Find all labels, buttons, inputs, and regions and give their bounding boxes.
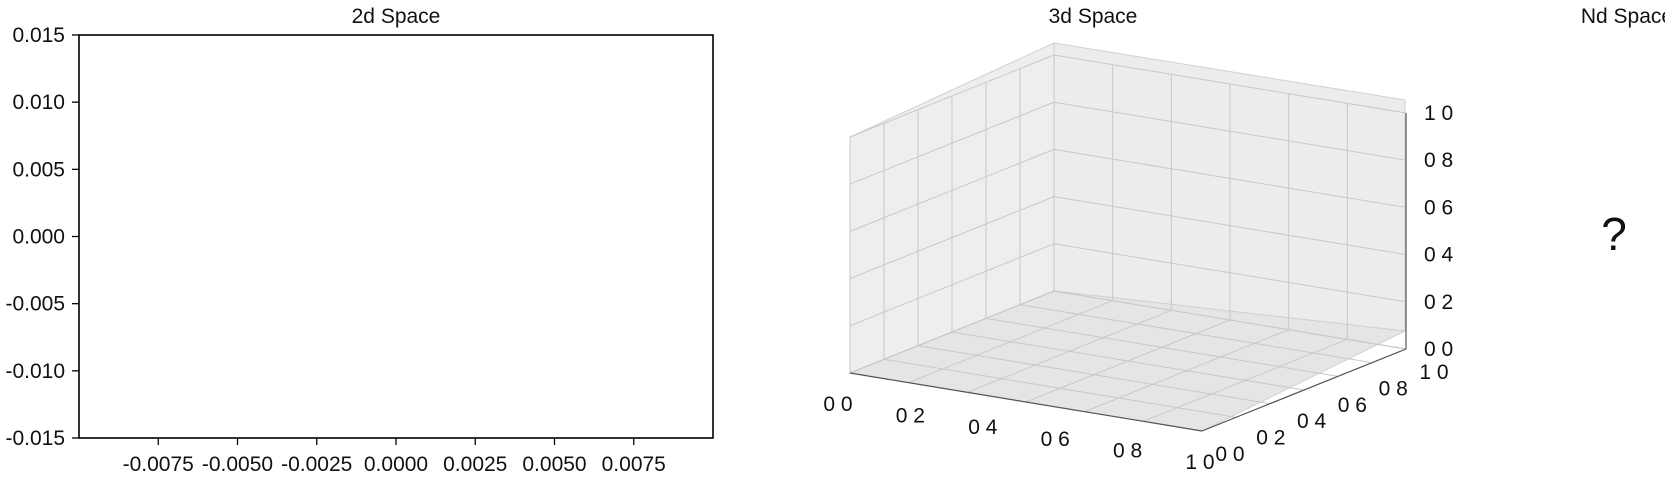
y-tick-label-3d: 0 4 — [1297, 410, 1327, 433]
x-tick-label: -0.0025 — [281, 453, 352, 476]
plot-frame-2d — [78, 34, 714, 439]
z-axis-3d: 0 0 0 2 0 4 0 6 0 8 1 0 — [1424, 102, 1454, 361]
z-tick-label-3d: 1 0 — [1424, 102, 1453, 125]
left-wall-grid-line — [849, 101, 1055, 185]
x-axis-line-3d — [849, 372, 1203, 432]
left-wall-grid-line — [849, 196, 1055, 280]
y-tick-label-3d: 0 0 — [1215, 443, 1244, 466]
back-wall-grid-line — [1053, 54, 1407, 114]
x-tick-label-3d: 0 0 — [823, 393, 852, 416]
panel-2d-space: 2d Space -0.0075 -0.0050 -0.0025 0.0000 0.00… — [5, 5, 714, 476]
y-tick-label: -0.010 — [5, 360, 65, 383]
title-nd-space: Nd Space — [1581, 5, 1665, 28]
floor-grid-line — [1019, 304, 1373, 364]
x-tick-label: 0.0075 — [602, 453, 666, 476]
y-axis-line-3d — [1201, 348, 1407, 432]
x-tick-label-3d: 1 0 — [1185, 451, 1214, 474]
x-tick-label-3d: 0 2 — [896, 405, 925, 428]
back-wall-grid-line — [1053, 148, 1407, 208]
y-axis-3d: 0 0 0 2 0 4 0 6 0 8 1 0 — [1215, 361, 1448, 466]
title-3d-space: 3d Space — [1049, 5, 1138, 28]
x-axis-2d: -0.0075 -0.0050 -0.0025 0.0000 0.0025 0.0050 0… — [123, 438, 666, 476]
z-tick-label-3d: 0 2 — [1424, 291, 1453, 314]
panel-3d-space: 3d Space 0 0 0 2 0 4 0 6 0 8 1 0 0 0 0 2 0 4 0 6… — [823, 5, 1453, 474]
y-tick-label: -0.005 — [5, 293, 65, 316]
left-wall-grid-line — [849, 148, 1055, 232]
y-tick-label: 0.015 — [12, 24, 65, 47]
z-tick-label-3d: 0 0 — [1424, 338, 1453, 361]
x-tick-label-3d: 0 4 — [968, 416, 998, 439]
y-axis-2d: 0.015 0.010 0.005 0.000 -0.005 -0.010 -0.015 — [5, 24, 79, 450]
x-tick-label: 0.0050 — [522, 453, 586, 476]
back-wall-grid-line — [1053, 243, 1407, 303]
x-tick-label: -0.0075 — [123, 453, 194, 476]
y-tick-label: 0.005 — [12, 158, 65, 181]
left-wall-grid-line — [849, 243, 1055, 327]
x-tick-label-3d: 0 6 — [1041, 428, 1070, 451]
y-tick-label: 0.000 — [12, 226, 65, 249]
back-wall-grid-line — [1053, 290, 1407, 350]
z-tick-label-3d: 0 4 — [1424, 244, 1454, 267]
grid-3d — [849, 54, 1407, 432]
y-tick-label: -0.015 — [5, 427, 65, 450]
x-axis-3d: 0 0 0 2 0 4 0 6 0 8 1 0 — [823, 393, 1214, 474]
back-wall-grid-line — [1053, 196, 1407, 256]
panel-nd-space: Nd Space ? — [1581, 5, 1665, 260]
title-2d-space: 2d Space — [352, 5, 441, 28]
left-wall-grid-line — [849, 290, 1055, 374]
x-tick-label: 0.0025 — [443, 453, 507, 476]
y-tick-label-3d: 0 8 — [1379, 377, 1408, 400]
y-tick-label-3d: 0 2 — [1256, 427, 1285, 450]
y-tick-label: 0.010 — [12, 91, 65, 114]
back-wall-grid-line — [1053, 101, 1407, 161]
x-tick-label-3d: 0 8 — [1113, 439, 1142, 462]
left-wall-grid-line — [849, 54, 1055, 138]
z-tick-label-3d: 0 6 — [1424, 196, 1453, 219]
nd-placeholder-mark: ? — [1601, 208, 1627, 260]
z-tick-label-3d: 0 8 — [1424, 149, 1453, 172]
x-tick-label: 0.0000 — [364, 453, 428, 476]
x-tick-label: -0.0050 — [202, 453, 273, 476]
y-tick-label-3d: 0 6 — [1338, 394, 1367, 417]
y-tick-label-3d: 1 0 — [1419, 361, 1448, 384]
